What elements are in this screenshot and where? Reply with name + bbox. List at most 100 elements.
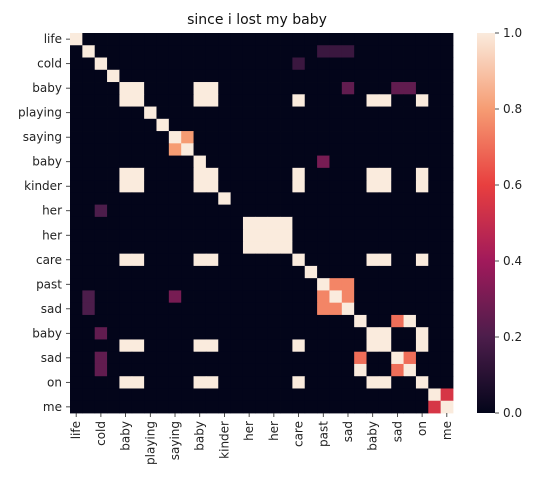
heatmap-cell: [193, 57, 207, 71]
heatmap-cell: [156, 216, 170, 230]
x-tick-label: her: [242, 421, 256, 441]
heatmap-cell: [391, 314, 404, 328]
heatmap-cell: [354, 131, 367, 144]
heatmap-cell: [82, 155, 96, 169]
heatmap-cell: [181, 69, 194, 83]
heatmap-cell: [304, 131, 318, 144]
heatmap-cell: [70, 376, 83, 389]
heatmap-cell: [205, 94, 219, 107]
heatmap-cell: [267, 363, 281, 377]
heatmap-cell: [156, 204, 170, 218]
heatmap-cell: [181, 143, 194, 156]
heatmap-cell: [205, 192, 219, 206]
heatmap-cell: [119, 57, 133, 71]
heatmap-cell: [304, 180, 318, 193]
heatmap-cell: [255, 388, 269, 402]
heatmap-cell: [119, 131, 133, 144]
heatmap-cell: [107, 278, 120, 291]
heatmap-cell: [107, 327, 120, 340]
heatmap-cell: [156, 290, 170, 304]
heatmap-cell: [94, 400, 108, 414]
heatmap-cell: [391, 45, 404, 58]
heatmap-cell: [156, 388, 170, 402]
heatmap-cell: [70, 118, 83, 132]
heatmap-cell: [218, 167, 232, 181]
heatmap-cell: [131, 376, 145, 389]
heatmap-cell: [329, 388, 343, 402]
heatmap-cell: [280, 33, 293, 46]
heatmap-cell: [107, 180, 120, 193]
heatmap-cell: [144, 180, 157, 193]
heatmap-cell: [168, 143, 182, 156]
heatmap-cell: [329, 131, 343, 144]
heatmap-cell: [354, 69, 367, 83]
heatmap-cell: [70, 327, 83, 340]
heatmap-cell: [144, 241, 157, 255]
heatmap-cell: [440, 265, 454, 279]
heatmap-cell: [366, 327, 380, 340]
heatmap-cell: [391, 155, 404, 169]
heatmap-cell: [218, 45, 232, 58]
heatmap-cell: [193, 253, 207, 267]
heatmap-cell: [267, 167, 281, 181]
heatmap-cell: [156, 106, 170, 120]
heatmap-cell: [440, 327, 454, 340]
heatmap-cell: [70, 131, 83, 144]
heatmap-cell: [144, 265, 157, 279]
heatmap-cell: [428, 265, 442, 279]
heatmap-cell: [428, 388, 442, 402]
heatmap-cell: [366, 180, 380, 193]
heatmap-cell: [415, 290, 429, 304]
heatmap-cell: [94, 253, 108, 267]
heatmap-cell: [94, 155, 108, 169]
heatmap-cell: [317, 400, 330, 414]
heatmap-cell: [317, 131, 330, 144]
heatmap-cell: [193, 118, 207, 132]
y-tick-label: cold: [37, 57, 62, 71]
heatmap-cell: [378, 400, 392, 414]
heatmap-cell: [354, 216, 367, 230]
heatmap-cell: [218, 253, 232, 267]
heatmap-cell: [168, 204, 182, 218]
heatmap-cell: [292, 216, 306, 230]
heatmap-cell: [181, 33, 194, 46]
heatmap-cell: [354, 388, 367, 402]
heatmap-cell: [341, 290, 355, 304]
heatmap-cell: [354, 278, 367, 291]
heatmap-cell: [292, 400, 306, 414]
heatmap-cell: [391, 131, 404, 144]
heatmap-cell: [205, 45, 219, 58]
heatmap-cell: [366, 167, 380, 181]
heatmap-cell: [242, 94, 256, 107]
heatmap-cell: [156, 265, 170, 279]
heatmap-cell: [193, 351, 207, 365]
heatmap-cell: [107, 351, 120, 365]
heatmap-cell: [415, 204, 429, 218]
heatmap-cell: [378, 155, 392, 169]
heatmap-cell: [131, 155, 145, 169]
heatmap-cell: [341, 253, 355, 267]
heatmap-cell: [181, 94, 194, 107]
heatmap-cell: [255, 94, 269, 107]
heatmap-cell: [255, 57, 269, 71]
heatmap-cell: [378, 278, 392, 291]
heatmap-cell: [366, 33, 380, 46]
heatmap-cell: [181, 241, 194, 255]
heatmap-cell: [415, 57, 429, 71]
heatmap-cell: [82, 69, 96, 83]
heatmap-cell: [329, 69, 343, 83]
heatmap-cell: [131, 180, 145, 193]
heatmap-cell: [255, 192, 269, 206]
heatmap-cell: [391, 33, 404, 46]
y-tick-label: sad: [41, 351, 62, 365]
heatmap-cell: [292, 143, 306, 156]
heatmap-cell: [403, 204, 417, 218]
heatmap-cell: [317, 241, 330, 255]
heatmap-cell: [415, 155, 429, 169]
heatmap-cell: [193, 94, 207, 107]
heatmap-cell: [292, 118, 306, 132]
heatmap-cell: [428, 143, 442, 156]
heatmap-cell: [366, 155, 380, 169]
heatmap-cell: [144, 400, 157, 414]
heatmap-cell: [280, 192, 293, 206]
